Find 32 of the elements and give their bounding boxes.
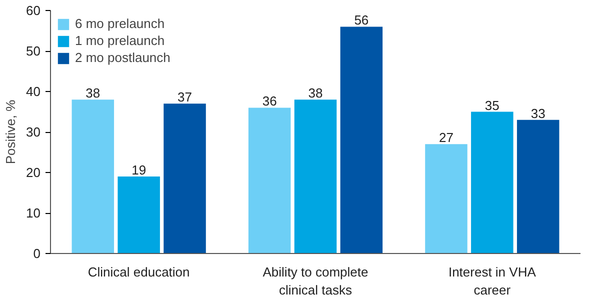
- data-label: 35: [484, 98, 500, 113]
- bar: [248, 108, 291, 254]
- y-tick-label: 30: [26, 124, 41, 140]
- legend-label: 1 mo prelaunch: [75, 33, 165, 48]
- bar: [164, 104, 206, 254]
- y-tick-label: 20: [26, 165, 41, 180]
- x-tick-label: Ability to complete clinical tasks: [262, 264, 368, 298]
- bar: [471, 112, 514, 254]
- legend-label: 2 mo postlaunch: [75, 50, 170, 65]
- data-label: 38: [86, 86, 100, 101]
- y-axis-title: Positive, %: [3, 99, 18, 164]
- bar: [118, 176, 160, 254]
- data-label: 27: [439, 130, 454, 146]
- x-tick-label: Clinical education: [88, 264, 190, 280]
- data-label: 38: [308, 86, 323, 101]
- data-label: 56: [354, 12, 369, 28]
- bar: [516, 120, 560, 254]
- x-tick-label: Interest in VHA career: [448, 264, 536, 298]
- y-tick-label: 10: [26, 206, 41, 220]
- y-tick-label: 60: [26, 3, 41, 18]
- legend-label: 6 mo prelaunch: [75, 16, 165, 31]
- data-label: 36: [262, 94, 277, 109]
- bar: [294, 100, 337, 254]
- bar: [425, 144, 468, 254]
- data-label: 33: [530, 106, 546, 121]
- y-tick-label: 40: [26, 84, 41, 99]
- bar: [72, 100, 114, 254]
- data-label: 19: [132, 162, 146, 178]
- data-label: 37: [178, 90, 192, 105]
- y-tick-label: 0: [33, 246, 41, 261]
- bar: [340, 26, 383, 254]
- y-tick-label: 50: [26, 44, 41, 58]
